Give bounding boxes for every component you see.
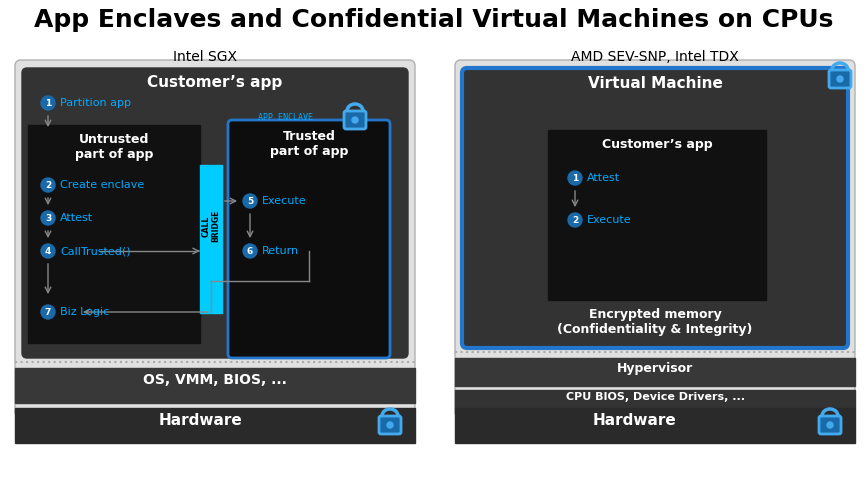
FancyBboxPatch shape	[819, 416, 841, 434]
Text: APP ENCLAVE: APP ENCLAVE	[258, 113, 312, 122]
Text: Hardware: Hardware	[158, 413, 242, 428]
Bar	[15, 408, 415, 443]
Circle shape	[568, 213, 582, 227]
Text: CALL
BRIDGE: CALL BRIDGE	[201, 210, 220, 242]
Text: AMD SEV-SNP, Intel TDX: AMD SEV-SNP, Intel TDX	[571, 50, 739, 64]
Text: Trusted
part of app: Trusted part of app	[270, 130, 348, 158]
Bar	[455, 358, 855, 386]
Circle shape	[352, 117, 358, 123]
FancyBboxPatch shape	[228, 120, 390, 358]
Text: 2: 2	[45, 181, 51, 190]
Circle shape	[243, 194, 257, 208]
Bar	[548, 130, 766, 300]
Bar	[28, 125, 200, 343]
Circle shape	[41, 305, 55, 319]
Text: 7: 7	[45, 308, 51, 317]
Text: 2: 2	[572, 216, 578, 225]
FancyBboxPatch shape	[15, 60, 415, 418]
Text: OS, VMM, BIOS, ...: OS, VMM, BIOS, ...	[143, 373, 287, 387]
Circle shape	[827, 422, 833, 428]
Text: Encrypted memory
(Confidentiality & Integrity): Encrypted memory (Confidentiality & Inte…	[557, 308, 753, 336]
Text: 3: 3	[45, 214, 51, 223]
Text: App Enclaves and Confidential Virtual Machines on CPUs: App Enclaves and Confidential Virtual Ma…	[35, 8, 833, 32]
Text: 1: 1	[45, 99, 51, 108]
Bar	[200, 165, 222, 313]
Text: Virtual Machine: Virtual Machine	[588, 76, 722, 91]
Circle shape	[387, 422, 393, 428]
Text: Customer’s app: Customer’s app	[602, 138, 713, 151]
Text: Return: Return	[262, 246, 299, 256]
Text: Hardware: Hardware	[593, 413, 677, 428]
Text: Attest: Attest	[60, 213, 93, 223]
Text: 4: 4	[45, 247, 51, 256]
Bar	[455, 390, 855, 408]
Circle shape	[41, 244, 55, 258]
Text: Attest: Attest	[587, 173, 620, 183]
Text: Intel SGX: Intel SGX	[173, 50, 237, 64]
Bar	[15, 368, 415, 403]
Text: Partition app: Partition app	[60, 98, 131, 108]
Circle shape	[243, 244, 257, 258]
Bar	[455, 408, 855, 443]
FancyBboxPatch shape	[22, 68, 408, 358]
Circle shape	[41, 211, 55, 225]
Text: Biz Logic: Biz Logic	[60, 307, 109, 317]
FancyBboxPatch shape	[829, 70, 851, 88]
Text: Customer’s app: Customer’s app	[148, 75, 283, 90]
Text: CPU BIOS, Device Drivers, ...: CPU BIOS, Device Drivers, ...	[565, 392, 745, 402]
FancyBboxPatch shape	[455, 60, 855, 418]
Text: 5: 5	[247, 197, 253, 206]
Text: Hypervisor: Hypervisor	[617, 362, 694, 375]
FancyBboxPatch shape	[379, 416, 401, 434]
Circle shape	[41, 96, 55, 110]
Circle shape	[837, 76, 843, 82]
Text: CallTrusted(): CallTrusted()	[60, 246, 130, 256]
Text: 6: 6	[247, 247, 253, 256]
Circle shape	[41, 178, 55, 192]
Text: Execute: Execute	[587, 215, 632, 225]
Circle shape	[568, 171, 582, 185]
Text: Execute: Execute	[262, 196, 306, 206]
Text: Untrusted
part of app: Untrusted part of app	[75, 133, 153, 161]
Text: 1: 1	[572, 174, 578, 183]
FancyBboxPatch shape	[462, 68, 848, 348]
FancyBboxPatch shape	[344, 111, 366, 129]
Text: Create enclave: Create enclave	[60, 180, 144, 190]
